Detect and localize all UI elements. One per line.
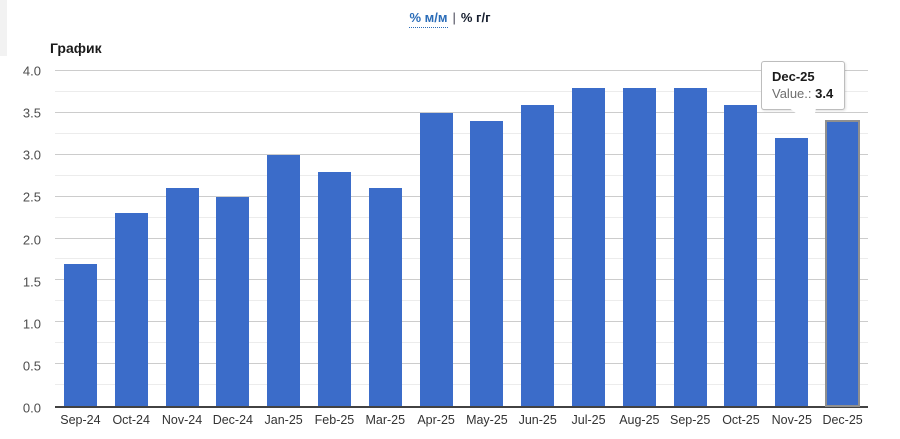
bar-slot (614, 71, 665, 406)
gridline (55, 195, 868, 197)
bar-feb-25[interactable] (317, 171, 351, 406)
x-axis-label: Dec-24 (212, 413, 253, 427)
bar-dec-24[interactable] (216, 196, 250, 406)
bar-aug-25[interactable] (622, 87, 656, 406)
x-axis-label: May-25 (466, 413, 508, 427)
chart-title: График (50, 40, 102, 56)
x-axis-label: Dec-25 (822, 413, 863, 427)
bar-slot (411, 71, 462, 406)
tooltip-value-line: Value.: 3.4 (772, 85, 834, 102)
x-axis: Sep-24 Oct-24 Nov-24 Dec-24 Jan-25 Feb-25 Mar-… (55, 413, 868, 427)
plot-area (55, 70, 868, 408)
gridline (55, 300, 868, 302)
y-axis-label: 1.0 (22, 316, 41, 332)
bar-oct-24[interactable] (114, 213, 148, 406)
y-axis-label: 4.0 (22, 63, 41, 79)
bar-jul-25[interactable] (572, 87, 606, 406)
y-axis-label: 2.5 (22, 189, 41, 205)
gridline (55, 132, 868, 134)
x-axis-label: Feb-25 (314, 413, 355, 427)
gridline (55, 321, 868, 323)
gridline (55, 279, 868, 281)
bar-slot (55, 71, 106, 406)
bar-slot (360, 71, 411, 406)
x-axis-label: Apr-25 (417, 413, 455, 427)
bar-apr-25[interactable] (419, 112, 453, 406)
bar-dec-25[interactable] (825, 120, 861, 407)
bar-may-25[interactable] (470, 121, 504, 406)
bar-slot (157, 71, 208, 406)
gridline (55, 70, 868, 71)
x-axis-label: Aug-25 (619, 413, 660, 427)
x-axis-label: Mar-25 (365, 413, 406, 427)
bars-row (55, 71, 868, 407)
bar-slot (512, 71, 563, 406)
gridline (55, 384, 868, 386)
y-axis-label: 1.5 (22, 274, 41, 290)
bar-jun-25[interactable] (521, 104, 555, 406)
y-axis-label: 3.0 (22, 147, 41, 163)
bar-sep-24[interactable] (63, 263, 97, 406)
x-axis-label: Sep-25 (670, 413, 711, 427)
bar-slot (207, 71, 258, 406)
tooltip-title: Dec-25 (772, 69, 815, 84)
tooltip-value-prefix: Value.: (772, 86, 812, 101)
x-axis-label: Oct-24 (112, 413, 150, 427)
bar-slot (766, 71, 817, 406)
x-axis-label: Jan-25 (264, 413, 303, 427)
bar-slot (817, 71, 868, 407)
bar-nov-24[interactable] (165, 188, 199, 406)
x-axis-label: Jul-25 (571, 413, 606, 427)
y-axis-label: 0.0 (22, 400, 41, 416)
gridline (55, 216, 868, 218)
bar-slot (462, 71, 513, 406)
metric-tabs: % м/м | % г/г (0, 10, 900, 28)
y-axis-label: 2.0 (22, 232, 41, 247)
y-axis-label: 0.5 (22, 358, 41, 374)
gridline (55, 258, 868, 260)
gridline (55, 90, 868, 92)
bar-mar-25[interactable] (368, 188, 402, 406)
tooltip-value: 3.4 (815, 86, 834, 101)
x-axis-label: Nov-24 (161, 413, 203, 427)
bar-nov-25[interactable] (775, 138, 809, 406)
x-axis-label: Nov-25 (771, 413, 812, 427)
bar-slot (665, 71, 716, 406)
x-axis-label: Oct-25 (722, 413, 760, 427)
gridline (55, 111, 868, 113)
page-edge-strip (0, 0, 7, 56)
bar-slot (309, 71, 360, 406)
gridline (55, 342, 868, 344)
gridline (55, 153, 868, 155)
bar-slot (563, 71, 614, 406)
bar-slot (106, 71, 157, 406)
bar-slot (258, 71, 309, 406)
bar-oct-25[interactable] (724, 104, 758, 406)
bar-slot (716, 71, 767, 406)
x-axis-label: Sep-24 (60, 413, 101, 427)
gridline (55, 237, 868, 239)
bar-sep-25[interactable] (673, 87, 707, 406)
gridline (55, 174, 868, 176)
y-axis: 0.0 0.5 1.0 1.5 2.0 2.5 3.0 3.5 4.0 (0, 64, 47, 416)
x-axis-label: Jun-25 (518, 413, 557, 427)
gridline (55, 363, 868, 365)
tab-percent-yy[interactable]: % г/г (460, 10, 491, 25)
tab-separator: | (452, 10, 456, 25)
tab-percent-mm[interactable]: % м/м (409, 10, 448, 28)
y-axis-label: 3.5 (22, 105, 41, 121)
bar-jan-25[interactable] (267, 154, 301, 406)
tooltip: Dec-25 Value.: 3.4 (761, 61, 845, 126)
